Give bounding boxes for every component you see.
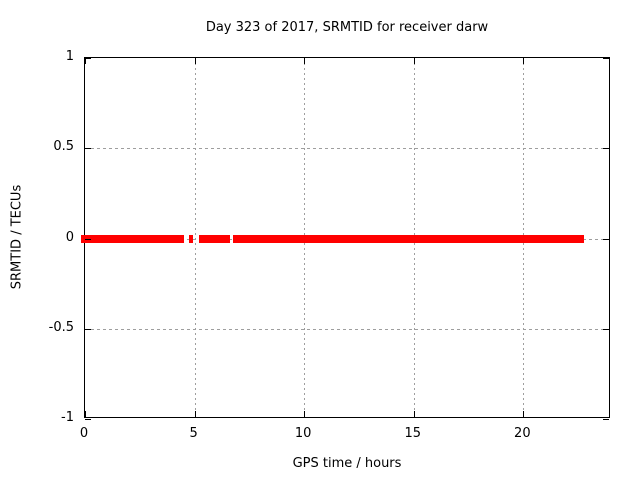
x-tick-top xyxy=(413,58,415,64)
x-tick-top xyxy=(304,58,306,64)
gridline-horizontal xyxy=(85,148,609,150)
gridline-horizontal xyxy=(85,328,609,330)
x-tick-bottom xyxy=(194,411,196,417)
x-tick-label: 15 xyxy=(404,426,422,441)
y-tick-left xyxy=(85,58,91,59)
x-tick-top xyxy=(85,58,86,64)
y-tick-label: -0.5 xyxy=(48,319,74,335)
x-tick-label: 10 xyxy=(294,426,312,441)
x-tick-label: 5 xyxy=(189,426,198,441)
data-line-segment xyxy=(81,234,185,243)
y-tick-right xyxy=(603,419,609,420)
x-tick-top xyxy=(194,58,196,64)
x-tick-bottom xyxy=(85,411,86,417)
chart-title: Day 323 of 2017, SRMTID for receiver dar… xyxy=(205,20,489,35)
x-axis-label: GPS time / hours xyxy=(292,456,402,471)
y-tick-left xyxy=(85,328,91,330)
x-tick-label: 0 xyxy=(79,426,89,441)
y-tick-left xyxy=(85,238,91,240)
y-tick-left xyxy=(85,419,91,420)
x-tick-bottom xyxy=(523,411,525,417)
plot-area xyxy=(81,57,610,420)
data-line-segment xyxy=(198,234,231,243)
y-tick-label: 0.5 xyxy=(53,139,74,155)
gridline-vertical xyxy=(194,58,196,417)
x-tick-top xyxy=(523,58,525,64)
x-tick-bottom xyxy=(413,411,415,417)
y-tick-right xyxy=(603,58,609,59)
y-tick-right xyxy=(603,238,609,240)
y-tick-label: -1 xyxy=(61,410,74,425)
y-tick-left xyxy=(85,148,91,150)
y-tick-right xyxy=(603,148,609,150)
y-tick-label: 1 xyxy=(65,49,74,64)
y-tick-label: 0 xyxy=(65,229,74,245)
data-line-segment xyxy=(232,234,585,243)
x-tick-label: 20 xyxy=(514,426,531,441)
data-line-segment xyxy=(188,234,194,243)
x-tick-bottom xyxy=(304,411,306,417)
y-tick-right xyxy=(603,328,609,330)
